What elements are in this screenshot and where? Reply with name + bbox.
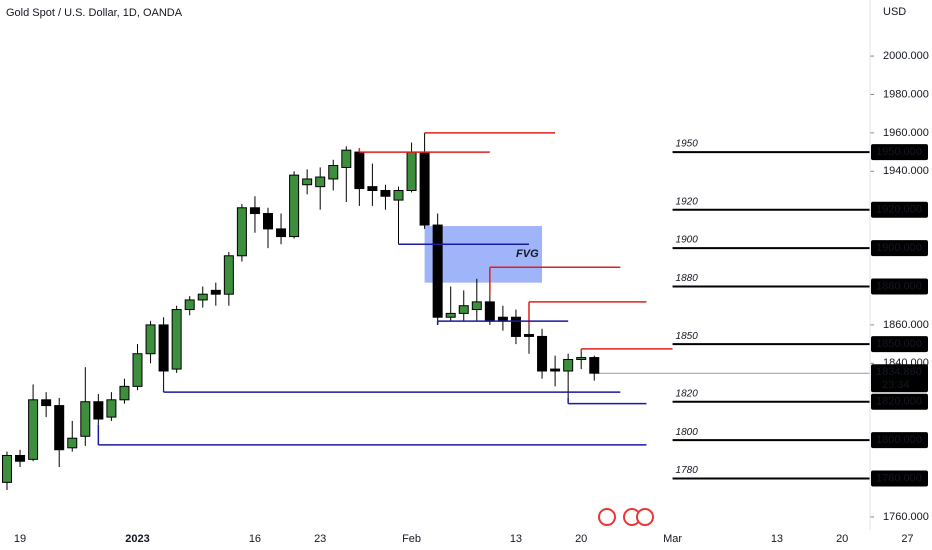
candle-body: [550, 368, 561, 372]
candle-body: [80, 401, 91, 437]
event-icon: [598, 508, 616, 526]
candle-body: [197, 293, 208, 301]
level-axis-label: 1850.000: [876, 338, 922, 350]
x-tick-label: 20: [836, 533, 848, 545]
candle-body: [354, 151, 365, 190]
candle-body: [236, 207, 247, 257]
level-label: 1880: [676, 273, 699, 284]
candle-body: [367, 186, 378, 191]
level-axis-box: [871, 144, 928, 161]
x-tick-label: 13: [771, 533, 783, 545]
level-axis-label: 1950.000: [876, 146, 922, 158]
level-label: 1780: [676, 465, 699, 476]
x-tick-label: 13: [510, 533, 522, 545]
candle-body: [419, 151, 430, 226]
chart-title: Gold Spot / U.S. Dollar, 1D, OANDA: [6, 7, 183, 19]
candle-body: [106, 399, 117, 418]
candle-body: [28, 399, 39, 460]
candle-body: [445, 312, 456, 318]
candle-body: [315, 176, 326, 188]
level-axis-label: 1780.000: [876, 472, 922, 484]
level-label: 1920: [676, 196, 699, 207]
level-axis-label: 1920.000: [876, 204, 922, 216]
candle-body: [249, 207, 260, 215]
candle-body: [589, 357, 600, 374]
candle-body: [380, 189, 391, 197]
level-axis-box: [871, 201, 928, 218]
x-tick-label: Mar: [663, 533, 682, 545]
candle-body: [184, 299, 195, 311]
x-tick-label: 16: [249, 533, 261, 545]
candle-body: [406, 151, 417, 191]
y-tick-label: 2000.000: [883, 50, 929, 62]
level-axis-label: 1880.000: [876, 280, 922, 292]
level-axis-box: [871, 393, 928, 410]
candle-body: [563, 358, 574, 372]
candle-body: [210, 289, 221, 295]
candle-body: [263, 213, 273, 230]
candle-body: [54, 405, 65, 451]
candle-body: [67, 437, 78, 449]
level-axis-box: [871, 336, 928, 353]
candle-body: [158, 324, 169, 372]
last-price-box: [871, 364, 928, 393]
x-tick-label: 19: [14, 533, 26, 545]
candle-body: [132, 353, 143, 387]
level-axis-box: [871, 240, 928, 257]
x-tick-label: 2023: [125, 533, 149, 545]
level-label: 1950: [676, 139, 699, 150]
currency-label: USD: [883, 6, 906, 18]
candle-body: [510, 316, 521, 337]
candle-body: [341, 149, 352, 168]
level-axis-box: [871, 432, 928, 449]
x-tick-label: 23: [314, 533, 326, 545]
x-tick-label: 27: [901, 533, 913, 545]
level-label: 1850: [676, 331, 699, 342]
level-axis-label: 1900.000: [876, 242, 922, 254]
candle-body: [432, 224, 443, 318]
candle-body: [471, 301, 482, 311]
y-tick-label: 1980.000: [883, 88, 929, 100]
candle-body: [289, 174, 300, 238]
level-axis-label: 1800.000: [876, 434, 922, 446]
x-tick-label: Feb: [402, 533, 421, 545]
event-icons: [598, 508, 654, 526]
level-label: 1900: [676, 235, 699, 246]
candle-body: [15, 454, 26, 462]
candle-body: [393, 189, 404, 201]
candle-body: [119, 385, 130, 401]
level-axis-box: [871, 278, 928, 295]
level-label: 1820: [676, 388, 699, 399]
y-tick-label: 1760.000: [883, 511, 929, 523]
candle-body: [145, 324, 156, 355]
candle-body: [302, 178, 313, 186]
event-icon: [636, 508, 654, 526]
candle-body: [537, 335, 548, 372]
candle-body: [171, 309, 182, 370]
candle-body: [458, 305, 469, 314]
fvg-label: FVG: [516, 248, 539, 260]
candle-body: [328, 165, 339, 180]
x-tick-label: 20: [575, 533, 587, 545]
candle-body: [41, 399, 52, 407]
level-axis-box: [871, 470, 928, 487]
y-tick-label: 1860.000: [883, 319, 929, 331]
candle-body: [223, 255, 234, 295]
candle-body: [524, 334, 534, 337]
candle-body: [93, 401, 104, 420]
candle-body: [576, 357, 587, 360]
level-axis-label: 1820.000: [876, 396, 922, 408]
candle-body: [2, 454, 12, 483]
last-price-label: 1834.860: [876, 366, 922, 378]
countdown-label: 23:34: [882, 379, 910, 391]
y-tick-label: 1940.000: [883, 165, 929, 177]
candle-body: [276, 228, 287, 238]
level-label: 1800: [676, 427, 699, 438]
y-tick-label: 1960.000: [883, 127, 929, 139]
candle-body: [484, 301, 495, 322]
fvg-zone: [424, 226, 543, 283]
